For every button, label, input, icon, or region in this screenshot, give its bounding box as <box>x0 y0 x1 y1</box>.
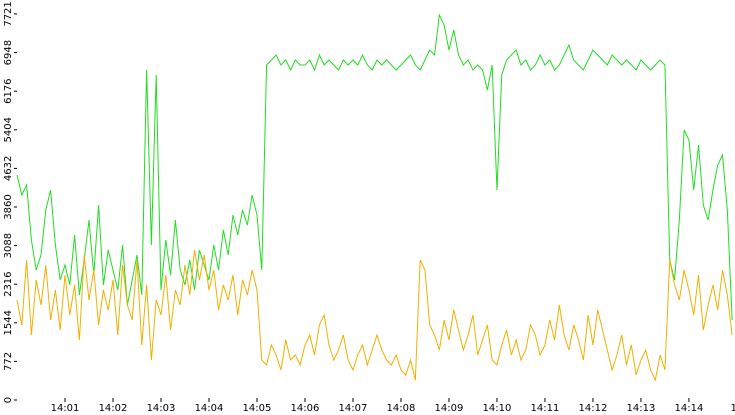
y-tick-label: 0 <box>3 397 14 403</box>
y-tick-label: 6948 <box>3 40 14 65</box>
y-tick-label: 2316 <box>3 271 14 296</box>
y-tick-label: 5404 <box>3 117 14 142</box>
x-tick-label: 14:02 <box>99 403 128 414</box>
x-tick-label: 14:07 <box>339 403 368 414</box>
x-tick-label: 14:12 <box>579 403 608 414</box>
x-tick-label: 14 <box>731 403 735 414</box>
y-tick-label: 6176 <box>3 78 14 103</box>
y-tick-label: 4632 <box>3 156 14 181</box>
x-tick-label: 14:14 <box>675 403 704 414</box>
y-tick-label: 3860 <box>3 194 14 219</box>
y-tick-label: 7721 <box>3 1 14 26</box>
x-tick-label: 14:06 <box>291 403 320 414</box>
y-tick-label: 1544 <box>3 310 14 335</box>
x-tick-label: 14:11 <box>531 403 560 414</box>
series-line <box>16 13 733 321</box>
x-tick-label: 14:05 <box>243 403 272 414</box>
series-line <box>16 249 733 382</box>
x-tick-label: 14:01 <box>51 403 80 414</box>
x-tick-label: 14:13 <box>627 403 656 414</box>
y-tick-label: 3088 <box>3 233 14 258</box>
y-tick-label: 772 <box>3 352 14 371</box>
x-tick-label: 14:03 <box>147 403 176 414</box>
x-tick-label: 14:09 <box>435 403 464 414</box>
x-tick-label: 14:10 <box>483 403 512 414</box>
x-tick-label: 14:08 <box>387 403 416 414</box>
x-tick-label: 14:04 <box>195 403 224 414</box>
